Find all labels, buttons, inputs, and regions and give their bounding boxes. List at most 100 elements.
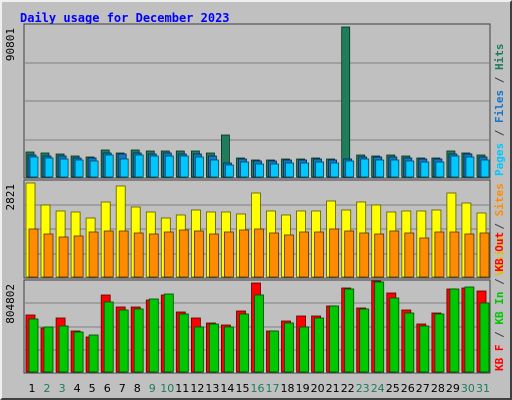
tick-label-day-3: 3 [59,382,66,395]
tick-label-day-30: 30 [461,382,475,395]
tick-label-day-1: 1 [29,382,36,395]
bar-kb-in-day-24 [374,281,385,373]
bar-sites-day-13 [208,233,219,278]
bar-sites-day-19 [299,231,310,278]
bar-sites-day-21 [329,228,340,278]
bar-sites-day-11 [178,229,189,278]
bar-kb-in-day-7 [118,309,129,373]
bar-sites-day-3 [58,236,69,278]
bar-pages-day-26 [405,160,415,178]
bar-kb-in-day-25 [389,297,400,373]
tick-label-day-29: 29 [446,382,460,395]
tick-label-day-13: 13 [205,382,219,395]
bar-sites-day-23 [359,232,370,278]
tick-label-day-18: 18 [281,382,295,395]
bar-pages-day-11 [179,155,189,178]
bar-pages-day-20 [315,161,325,178]
bar-pages-day-3 [59,158,69,178]
bar-pages-day-7 [119,158,129,178]
bar-sites-day-6 [103,230,114,278]
bar-kb-in-day-20 [314,317,325,373]
tick-label-day-23: 23 [356,382,370,395]
panel-middle-max-label: 2821 [4,184,17,211]
bar-sites-day-2 [43,233,54,278]
bar-pages-day-10 [164,155,174,178]
tick-label-day-8: 8 [134,382,141,395]
bar-pages-day-29 [450,155,460,178]
bar-sites-day-9 [148,233,159,278]
bar-kb-in-day-18 [284,322,294,373]
bar-kb-in-day-9 [148,298,159,373]
bar-kb-in-day-27 [419,325,430,373]
tick-label-day-22: 22 [341,382,355,395]
bar-pages-day-31 [480,159,490,178]
tick-label-day-25: 25 [386,382,400,395]
bar-sites-day-10 [163,231,174,278]
bar-kb-in-day-26 [404,312,415,373]
bar-sites-day-31 [479,232,490,278]
tick-label-day-2: 2 [44,382,51,395]
bar-pages-day-17 [270,163,279,178]
bar-kb-in-day-30 [464,286,475,373]
bar-sites-day-1 [28,228,39,278]
panel-bottom-max-label: 804802 [4,284,17,324]
tick-label-day-12: 12 [190,382,204,395]
bar-kb-in-day-23 [359,308,370,373]
bar-pages-day-27 [420,161,430,178]
bar-sites-day-28 [434,231,445,278]
tick-label-day-9: 9 [149,382,156,395]
tick-label-day-21: 21 [326,382,340,395]
bar-pages-day-16 [255,163,264,178]
bar-kb-in-day-16 [254,294,264,373]
chart-title: Daily usage for December 2023 [20,11,230,25]
bar-kb-in-day-15 [239,313,249,373]
bar-pages-day-1 [29,156,39,178]
tick-label-day-16: 16 [251,382,265,395]
bar-kb-in-day-11 [178,313,189,373]
bar-kb-in-day-19 [299,326,310,373]
bar-pages-day-28 [435,161,445,178]
bar-pages-day-9 [149,155,159,178]
bar-sites-day-14 [223,231,234,278]
panel-middle-legend: Visits / Sites [493,183,506,276]
bar-sites-day-22 [344,230,355,278]
tick-label-day-10: 10 [160,382,174,395]
bar-kb-in-day-12 [193,326,204,373]
bar-pages-day-8 [134,154,144,178]
bar-sites-day-12 [193,230,204,278]
bar-kb-in-day-2 [43,326,54,373]
bar-sites-day-15 [239,229,249,278]
tick-label-day-14: 14 [220,382,234,395]
tick-label-day-26: 26 [401,382,415,395]
bar-pages-day-25 [390,159,400,178]
bar-pages-day-30 [465,156,475,178]
bar-kb-in-day-28 [434,313,445,373]
tick-label-day-20: 20 [311,382,325,395]
bar-pages-day-13 [209,159,219,178]
tick-label-day-7: 7 [119,382,126,395]
bar-kb-in-day-22 [344,288,355,373]
bar-sites-day-17 [269,232,279,278]
bar-pages-day-15 [240,161,249,178]
bar-kb-in-day-8 [133,308,144,373]
tick-label-day-4: 4 [74,382,81,395]
bar-pages-day-21 [330,162,340,178]
bar-pages-day-2 [44,157,54,178]
bar-sites-day-26 [404,232,415,278]
bar-sites-day-27 [419,237,430,278]
bar-pages-day-14 [224,164,234,178]
tick-label-day-19: 19 [296,382,310,395]
bar-sites-day-4 [73,235,84,278]
bar-kb-in-day-3 [58,325,69,373]
bar-pages-day-5 [89,160,99,178]
tick-label-day-28: 28 [431,382,445,395]
bar-kb-in-day-1 [28,318,39,373]
bar-pages-day-18 [285,162,294,178]
tick-label-day-6: 6 [104,382,111,395]
bar-pages-day-24 [375,159,385,178]
bar-kb-in-day-31 [479,302,490,373]
bar-kb-in-day-13 [208,323,219,373]
bar-pages-day-19 [300,162,310,178]
panel-top-legend: Pages / Files / Hits [493,44,506,177]
